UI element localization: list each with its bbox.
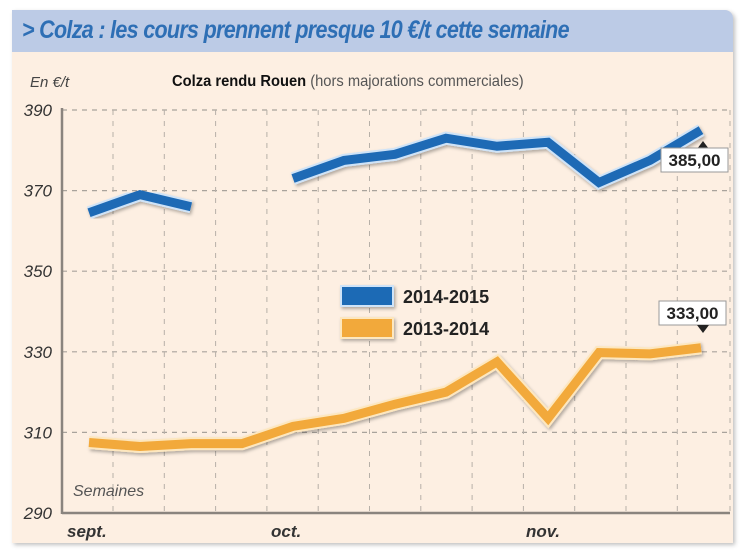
callout-pointer: [697, 325, 709, 333]
series-outline: [88, 341, 702, 454]
series-line-2013-2014: [88, 343, 702, 452]
value-callout-box: [658, 300, 727, 326]
unit-label: En €/t: [30, 74, 70, 91]
x-tick-label: oct.: [271, 522, 301, 541]
y-tick-label: 330: [24, 343, 53, 362]
chart-headline: > Colza : les cours prennent presque 10 …: [22, 16, 570, 44]
subtitle-bold: Colza rendu Rouen: [172, 73, 307, 90]
value-callout-2013-2014: 333,00: [667, 304, 719, 323]
y-tick-label: 370: [24, 182, 53, 201]
legend: 2014-2015 2013-2014: [340, 285, 489, 339]
callout-pointer: [697, 141, 709, 149]
x-tick-labels: sept. oct. nov.: [67, 522, 560, 541]
y-tick-label: 310: [24, 423, 53, 442]
legend-label: 2013-2014: [403, 319, 489, 339]
y-tick-label: 390: [24, 101, 53, 120]
x-tick-label: sept.: [67, 522, 107, 541]
y-tick-label: 350: [24, 262, 53, 281]
value-callout-box: [660, 147, 729, 173]
subtitle-light: (hors majorations commerciales): [306, 73, 524, 90]
value-labels: 385,00 333,00: [658, 141, 729, 333]
title-band: > Colza : les cours prennent presque 10 …: [12, 10, 733, 52]
y-tick-label: 290: [23, 504, 53, 523]
x-axis-title: Semaines: [73, 483, 144, 500]
legend-label: 2014-2015: [403, 287, 489, 307]
chart-subtitle: Colza rendu Rouen (hors majorations comm…: [172, 73, 524, 91]
legend-swatch: [340, 285, 394, 307]
series-line-2014-2015: [291, 126, 704, 188]
legend-swatch: [340, 317, 394, 339]
value-callout-2014-2015: 385,00: [669, 151, 721, 170]
x-tick-label: nov.: [526, 522, 560, 541]
axes: [60, 108, 730, 515]
series-lines: [86, 124, 705, 454]
grid: [62, 109, 731, 513]
chart-frame: > Colza : les cours prennent presque 10 …: [12, 10, 733, 543]
y-tick-labels: 290 310 330 350 370 390: [23, 101, 53, 523]
